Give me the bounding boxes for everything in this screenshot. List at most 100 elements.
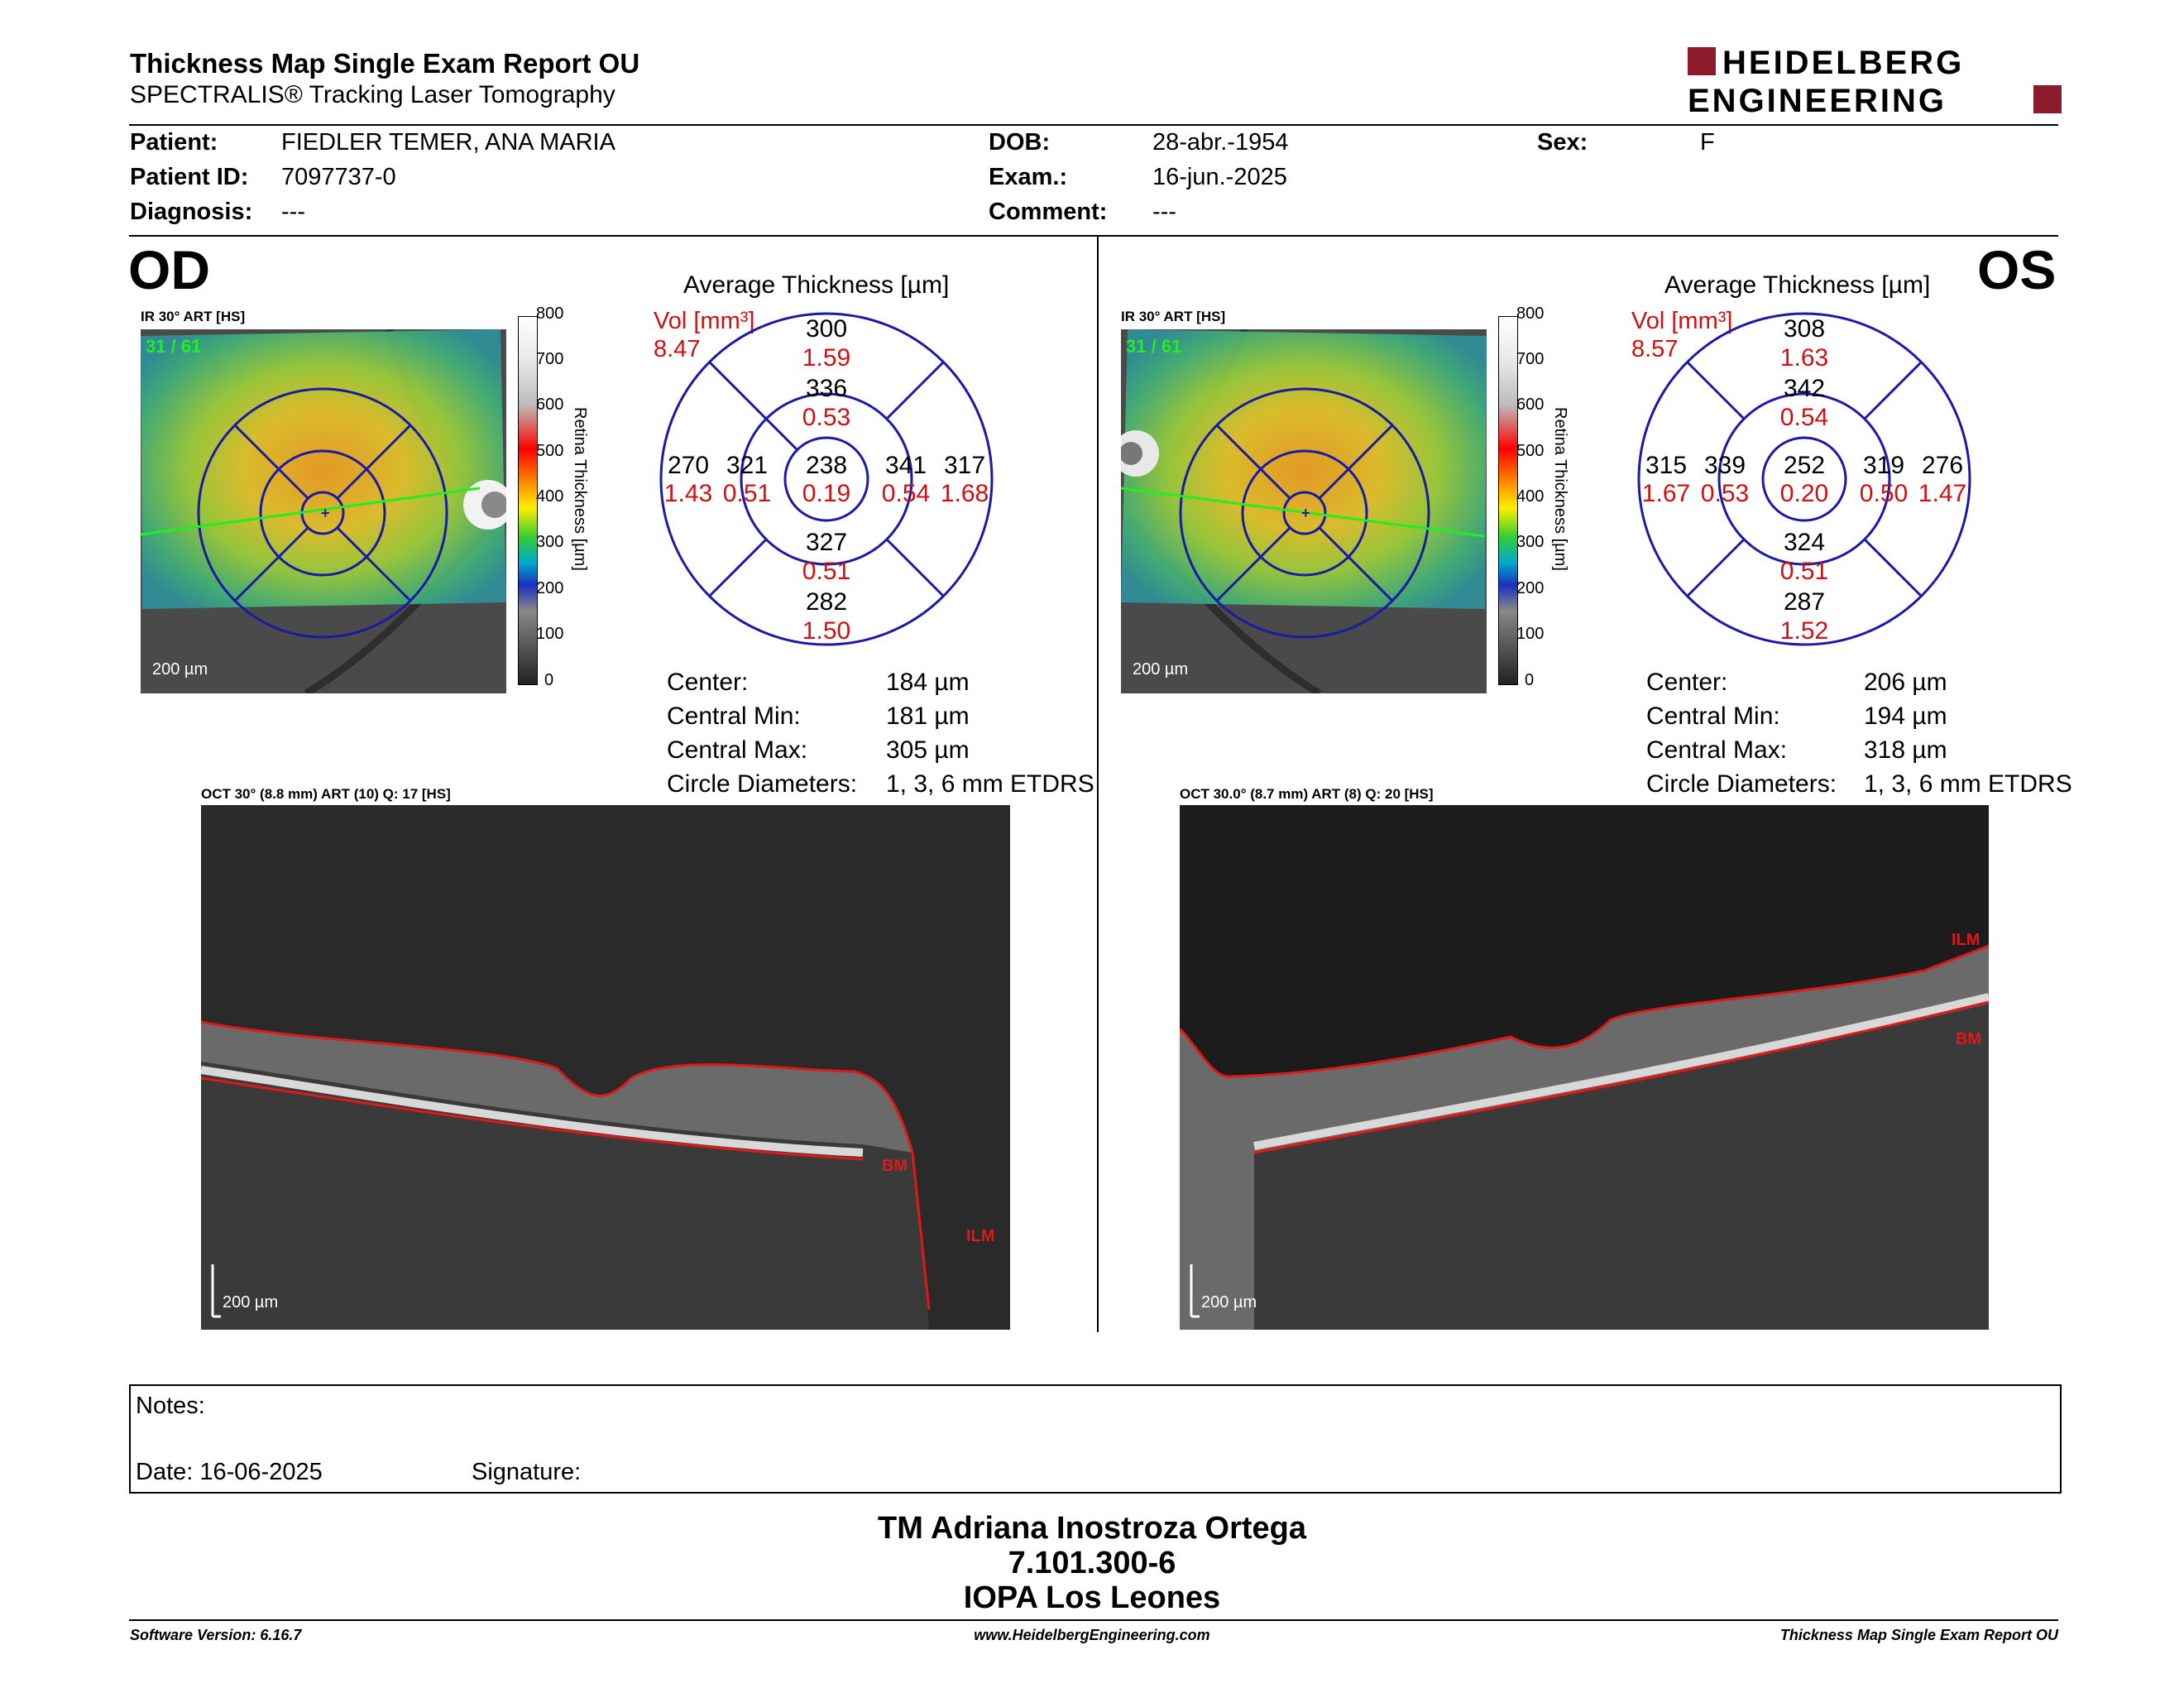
report-subtitle: SPECTRALIS® Tracking Laser Tomography	[130, 81, 615, 108]
os-tick: 700	[1516, 350, 1545, 368]
os-inner-left-t: 339	[1704, 452, 1746, 479]
od-tick: 700	[536, 350, 564, 368]
footer-divider	[129, 1619, 2058, 1621]
od-stat-value: 184 µm	[886, 669, 970, 696]
os-inner-inf-v: 0.51	[1780, 558, 1828, 585]
od-colorbar-label: Retina Thickness [µm]	[571, 407, 589, 571]
os-vol-label: Vol [mm³]	[1631, 308, 1733, 334]
os-center-v: 0.20	[1780, 480, 1828, 507]
comment-value: ---	[1152, 199, 1176, 225]
od-stat-label: Central Max:	[667, 736, 808, 764]
od-oct-scale: 200 µm	[223, 1293, 279, 1312]
os-inner-inf-t: 324	[1784, 529, 1825, 556]
od-oct-bscan: BM ILM 200 µm	[201, 805, 1010, 1330]
os-outer-right-v: 1.47	[1918, 480, 1966, 507]
os-outer-sup-v: 1.63	[1780, 344, 1828, 372]
signoff-id: 7.101.300-6	[1008, 1546, 1176, 1580]
logo-text-bottom: ENGINEERING	[1688, 83, 1947, 119]
od-outer-right-t: 317	[944, 452, 985, 479]
exam-value: 16-jun.-2025	[1152, 164, 1287, 190]
signoff-institution: IOPA Los Leones	[963, 1580, 1221, 1615]
notes-box[interactable]: Notes: Date: 16-06-2025 Signature:	[129, 1384, 2062, 1494]
od-colorbar-ticks: 800 700 600 500 400 300 200 100 0	[536, 305, 569, 693]
od-oct-label: OCT 30° (8.8 mm) ART (10) Q: 17 [HS]	[201, 786, 451, 802]
os-stat-value: 1, 3, 6 mm ETDRS	[1864, 770, 2072, 798]
od-stat-label: Center:	[667, 669, 749, 696]
od-outer-sup-t: 300	[806, 315, 847, 343]
od-outer-sup-v: 1.59	[802, 344, 850, 372]
od-stat-value: 181 µm	[886, 703, 970, 730]
os-tick: 100	[1516, 625, 1545, 643]
os-oct-bscan: ILM BM 200 µm	[1180, 805, 1989, 1330]
od-outer-left-t: 270	[668, 452, 709, 479]
od-inner-right-t: 341	[885, 452, 927, 479]
od-colorbar	[518, 316, 538, 685]
os-stat-value: 206 µm	[1864, 669, 1947, 696]
od-ir-label: IR 30° ART [HS]	[141, 309, 246, 324]
od-tick: 400	[536, 487, 564, 506]
os-tick: 600	[1516, 396, 1545, 414]
comment-label: Comment:	[989, 199, 1108, 225]
os-tick: 0	[1525, 671, 1535, 689]
od-tick: 800	[536, 305, 564, 323]
os-ir-label: IR 30° ART [HS]	[1121, 309, 1226, 324]
os-colorbar-label: Retina Thickness [µm]	[1551, 407, 1569, 571]
heidelberg-logo: HEIDELBERG ENGINEERING	[1688, 46, 2062, 119]
os-stat-label: Center:	[1646, 669, 1728, 696]
os-tick: 300	[1516, 533, 1545, 551]
os-tick: 400	[1516, 487, 1545, 506]
od-outer-right-v: 1.68	[941, 480, 989, 507]
od-stat-label: Circle Diameters:	[667, 770, 858, 798]
patient-divider	[129, 235, 2058, 237]
od-inner-left-v: 0.51	[723, 480, 771, 507]
od-outer-left-v: 1.43	[664, 480, 712, 507]
os-oct-label: OCT 30.0° (8.7 mm) ART (8) Q: 20 [HS]	[1180, 786, 1434, 802]
od-bm-label: BM	[882, 1157, 908, 1175]
os-fundus-image: + 31 / 61 200 µm	[1121, 329, 1487, 693]
os-tick: 500	[1516, 442, 1545, 460]
logo-text-top: HEIDELBERG	[1722, 46, 1964, 81]
os-bm-label: BM	[1956, 1030, 1982, 1048]
od-etdrs-overlay: +	[141, 387, 481, 639]
footer-website-link[interactable]: www.HeidelbergEngineering.com	[974, 1627, 1210, 1643]
od-frame-counter: 31 / 61	[146, 336, 202, 357]
od-inner-inf-v: 0.51	[802, 558, 850, 585]
od-inner-left-t: 321	[726, 452, 768, 479]
od-eye-label: OD	[128, 239, 210, 300]
os-etdrs-grid: 308 1.63 342 0.54 252 0.20 339 0.53 319 …	[1637, 312, 1971, 646]
os-outer-sup-t: 308	[1784, 315, 1825, 343]
signoff-name: TM Adriana Inostroza Ortega	[878, 1511, 1306, 1546]
exam-label: Exam.:	[989, 164, 1068, 190]
notes-label: Notes:	[136, 1393, 205, 1419]
os-outer-right-t: 276	[1922, 452, 1963, 479]
os-tick: 200	[1516, 579, 1545, 597]
os-vol-value: 8.57	[1631, 336, 1679, 362]
od-tick: 200	[536, 579, 564, 597]
os-stat-value: 318 µm	[1864, 736, 1947, 764]
os-stat-label: Central Max:	[1646, 736, 1788, 764]
sex-label: Sex:	[1537, 129, 1588, 156]
report-title: Thickness Map Single Exam Report OU	[130, 48, 640, 79]
od-tick: 600	[536, 396, 564, 414]
footer-report-name: Thickness Map Single Exam Report OU	[1779, 1627, 2058, 1643]
od-tick: 100	[536, 625, 564, 643]
os-eye-label: OS	[1977, 239, 2057, 300]
od-inner-sup-t: 336	[806, 375, 847, 402]
od-fundus-image: + 31 / 61 200 µm	[141, 329, 506, 693]
od-outer-inf-t: 282	[806, 588, 847, 616]
os-inner-sup-t: 342	[1784, 375, 1825, 402]
os-stat-label: Central Min:	[1646, 703, 1780, 730]
patient-id: 7097737-0	[281, 164, 396, 190]
od-inner-inf-t: 327	[806, 529, 847, 556]
os-colorbar-ticks: 800 700 600 500 400 300 200 100 0	[1516, 305, 1549, 693]
od-stat-value: 305 µm	[886, 736, 970, 764]
dob-value: 28-abr.-1954	[1152, 129, 1289, 156]
footer-software-version: Software Version: 6.16.7	[130, 1627, 302, 1643]
date-label: Date: 16-06-2025	[136, 1459, 323, 1485]
os-inner-right-t: 319	[1863, 452, 1904, 479]
os-outer-left-v: 1.67	[1642, 480, 1690, 507]
od-etdrs-grid: 300 1.59 336 0.53 238 0.19 321 0.51 341 …	[659, 312, 994, 646]
os-inner-right-v: 0.50	[1860, 480, 1908, 507]
os-inner-left-v: 0.53	[1701, 480, 1749, 507]
od-stat-value: 1, 3, 6 mm ETDRS	[886, 770, 1094, 798]
